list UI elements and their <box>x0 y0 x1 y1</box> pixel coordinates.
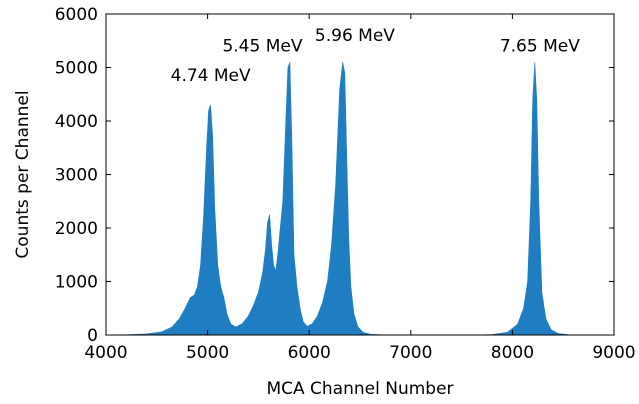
x-axis-title: MCA Channel Number <box>266 379 453 399</box>
ticks-layer <box>105 13 615 336</box>
y-tick-label: 6000 <box>55 5 98 25</box>
peak-annotation: 4.74 MeV <box>171 66 251 86</box>
x-tick-label: 8000 <box>491 343 534 363</box>
y-axis-title: Counts per Channel <box>13 90 33 258</box>
x-tick-label: 6000 <box>288 343 331 363</box>
series-area-0 <box>105 62 614 336</box>
x-tick-label: 7000 <box>389 343 432 363</box>
y-tick-label: 3000 <box>55 166 98 186</box>
x-tick-label: 5000 <box>186 343 229 363</box>
y-tick-label: 4000 <box>55 112 98 132</box>
y-tick-label: 2000 <box>55 219 98 239</box>
y-tick-label: 5000 <box>55 59 98 79</box>
peak-annotation: 5.96 MeV <box>315 26 395 46</box>
series-layer <box>105 62 614 336</box>
peak-annotation: 7.65 MeV <box>500 36 580 56</box>
x-tick-label: 4000 <box>84 343 127 363</box>
labels-layer: 4000 5000 6000 7000 8000 9000 0 1000 2000 3000 400… <box>55 5 636 363</box>
annotation-layer: 4.74 MeV 5.45 MeV 5.96 MeV 7.65 MeV <box>171 26 581 86</box>
y-tick-label: 1000 <box>55 273 98 293</box>
x-tick-label: 9000 <box>592 343 635 363</box>
peak-annotation: 5.45 MeV <box>222 36 302 56</box>
y-tick-label: 0 <box>87 326 98 346</box>
